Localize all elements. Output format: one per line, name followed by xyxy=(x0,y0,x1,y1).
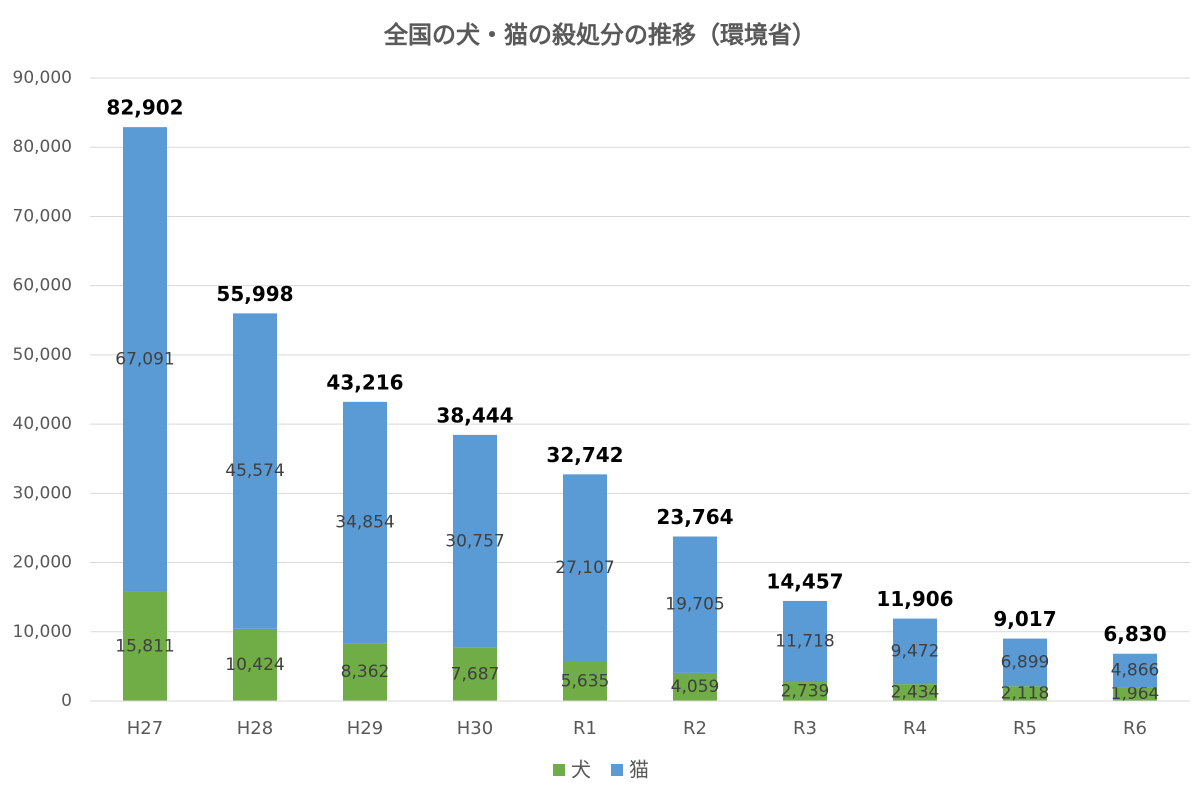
value-label: 8,362 xyxy=(341,662,390,682)
bar-segment xyxy=(1113,687,1157,701)
bar-segment xyxy=(233,628,277,701)
value-label: 7,687 xyxy=(451,664,500,684)
value-label: 27,107 xyxy=(555,558,614,578)
bar-segment xyxy=(1003,686,1047,701)
y-tick-label: 80,000 xyxy=(13,137,72,157)
value-label: 45,574 xyxy=(225,461,284,481)
value-label: 1,964 xyxy=(1111,684,1160,704)
total-label: 9,017 xyxy=(993,607,1056,631)
total-label: 14,457 xyxy=(766,569,843,593)
value-label: 4,866 xyxy=(1111,661,1160,681)
total-label: 43,216 xyxy=(326,370,403,394)
bar-segment xyxy=(233,313,277,629)
bar-segment xyxy=(343,401,387,644)
value-label: 6,899 xyxy=(1001,652,1050,672)
value-label: 30,757 xyxy=(445,531,504,551)
x-tick-label: R5 xyxy=(1013,718,1037,739)
x-tick-label: H29 xyxy=(347,718,383,739)
value-label: 67,091 xyxy=(115,349,174,369)
bar-segment xyxy=(343,643,387,701)
x-tick-label: H28 xyxy=(237,718,273,739)
bar-segment xyxy=(783,600,827,683)
value-label: 2,118 xyxy=(1001,684,1050,704)
value-label: 9,472 xyxy=(891,641,940,661)
x-tick-label: R6 xyxy=(1123,718,1147,739)
legend-swatch xyxy=(611,764,623,776)
bar-segment xyxy=(563,661,607,701)
bar-segment xyxy=(453,647,497,701)
y-tick-label: 0 xyxy=(61,691,72,711)
y-tick-label: 40,000 xyxy=(13,414,72,434)
value-label: 10,424 xyxy=(225,655,284,675)
y-tick-label: 70,000 xyxy=(13,206,72,226)
bar-segment xyxy=(893,684,937,701)
bar-segment xyxy=(453,434,497,648)
x-tick-label: H30 xyxy=(457,718,493,739)
y-tick-label: 20,000 xyxy=(13,553,72,573)
x-tick-label: R3 xyxy=(793,718,817,739)
total-label: 6,830 xyxy=(1103,622,1166,646)
value-label: 15,811 xyxy=(115,636,174,656)
legend-swatch xyxy=(553,764,565,776)
value-label: 2,434 xyxy=(891,683,940,703)
legend-label: 犬 xyxy=(571,758,591,782)
total-label: 32,742 xyxy=(546,443,623,467)
x-tick-label: R1 xyxy=(573,718,597,739)
value-label: 2,739 xyxy=(781,682,830,702)
bar-segment xyxy=(673,672,717,701)
y-tick-label: 50,000 xyxy=(13,345,72,365)
x-tick-label: R2 xyxy=(683,718,707,739)
y-tick-label: 10,000 xyxy=(13,622,72,642)
total-label: 11,906 xyxy=(876,587,953,611)
bar-segment xyxy=(893,618,937,685)
value-label: 19,705 xyxy=(665,595,724,615)
bar-segment xyxy=(1113,653,1157,688)
x-tick-label: R4 xyxy=(903,718,927,739)
total-label: 23,764 xyxy=(656,505,733,529)
total-label: 55,998 xyxy=(216,282,293,306)
total-label: 82,902 xyxy=(106,96,183,120)
bar-segment xyxy=(1003,638,1047,687)
y-tick-label: 30,000 xyxy=(13,483,72,503)
bar-segment xyxy=(123,127,167,592)
bar-segment xyxy=(783,682,827,701)
bar-segment xyxy=(563,474,607,662)
bar-segment xyxy=(673,536,717,673)
total-label: 38,444 xyxy=(436,403,513,427)
y-tick-label: 90,000 xyxy=(13,68,72,88)
legend-label: 猫 xyxy=(629,758,649,782)
chart-title: 全国の犬・猫の殺処分の推移（環境省） xyxy=(383,21,816,49)
value-label: 11,718 xyxy=(775,631,834,651)
value-label: 34,854 xyxy=(335,512,394,532)
value-label: 5,635 xyxy=(561,671,610,691)
x-tick-label: H27 xyxy=(127,718,163,739)
value-label: 4,059 xyxy=(671,677,720,697)
y-tick-label: 60,000 xyxy=(13,276,72,296)
bar-segment xyxy=(123,591,167,701)
